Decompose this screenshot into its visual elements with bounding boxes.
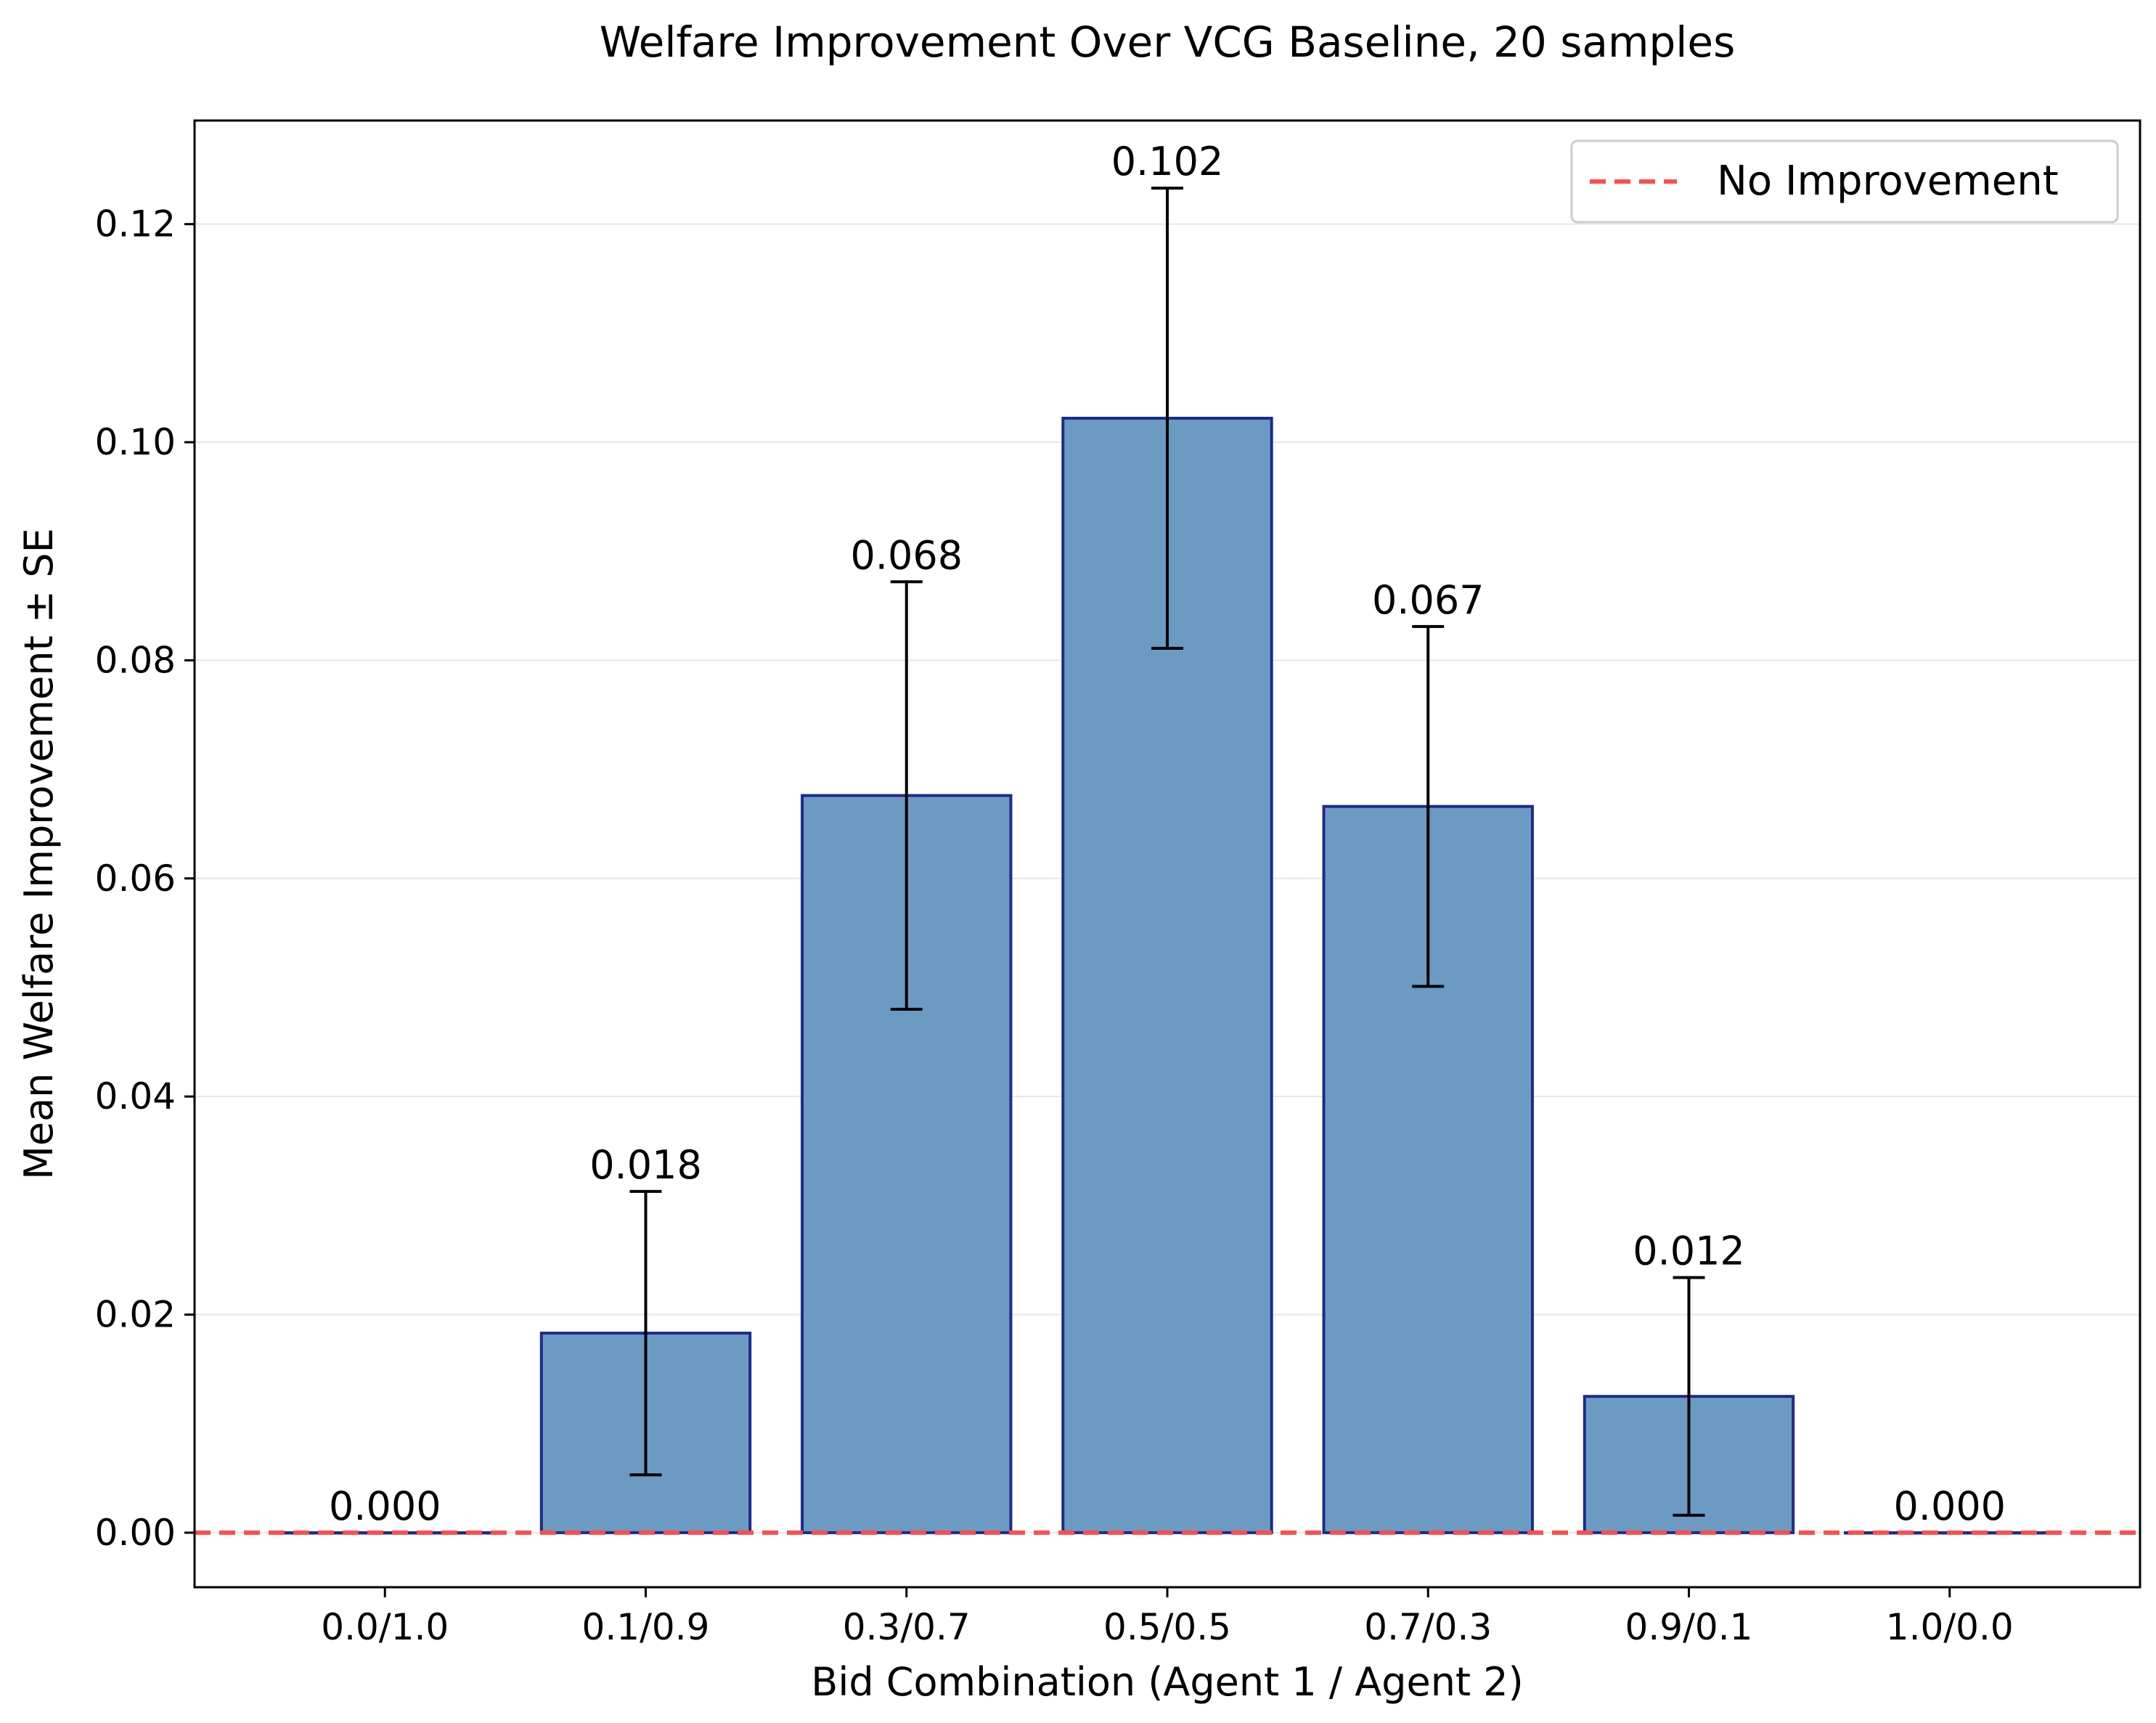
y-tick-label: 0.08 [95, 639, 176, 681]
y-tick-label: 0.04 [95, 1075, 176, 1117]
x-axis-label: Bid Combination (Agent 1 / Agent 2) [811, 1659, 1523, 1705]
x-tick-label: 0.7/0.3 [1364, 1606, 1492, 1648]
error-bar [1673, 1276, 1705, 1517]
error-bars [629, 187, 1705, 1517]
x-tick-label: 0.5/0.5 [1103, 1606, 1231, 1648]
x-tick-label: 0.3/0.7 [843, 1606, 971, 1648]
error-bar [629, 1189, 662, 1477]
data-labels: 0.000 0.018 0.068 0.102 0.067 0.012 0.000 [329, 139, 2006, 1529]
x-tick-label: 0.1/0.9 [582, 1606, 710, 1648]
y-tick-label: 0.06 [95, 858, 176, 900]
chart-title: Welfare Improvement Over VCG Baseline, 2… [600, 17, 1736, 67]
data-label: 0.068 [850, 532, 963, 578]
y-tick-label: 0.10 [95, 421, 176, 463]
y-axis: 0.00 0.02 0.04 0.06 0.08 0.10 0.12 [95, 203, 195, 1554]
x-tick-label: 0.9/0.1 [1625, 1606, 1753, 1648]
data-label: 0.067 [1372, 577, 1485, 623]
x-axis: 0.0/1.0 0.1/0.9 0.3/0.7 0.5/0.5 0.7/0.3 0.9/0… [321, 1587, 2014, 1648]
error-bar [1151, 187, 1183, 650]
legend: No Improvement [1570, 139, 2119, 224]
x-tick-label: 0.0/1.0 [321, 1606, 449, 1648]
legend-entry: No Improvement [1717, 158, 2059, 205]
data-label: 0.000 [329, 1483, 441, 1529]
error-bar [890, 580, 923, 1011]
y-tick-label: 0.02 [95, 1294, 176, 1336]
x-tick-label: 1.0/0.0 [1886, 1606, 2014, 1648]
y-tick-label: 0.12 [95, 203, 176, 245]
data-label: 0.012 [1633, 1228, 1745, 1274]
data-label: 0.102 [1111, 139, 1224, 184]
y-tick-label: 0.00 [95, 1512, 176, 1554]
legend-box [1570, 139, 2119, 224]
error-bar [1412, 624, 1445, 988]
data-label: 0.018 [589, 1142, 702, 1188]
y-axis-label: Mean Welfare Improvement ± SE [16, 528, 62, 1180]
data-label: 0.000 [1893, 1483, 2006, 1529]
